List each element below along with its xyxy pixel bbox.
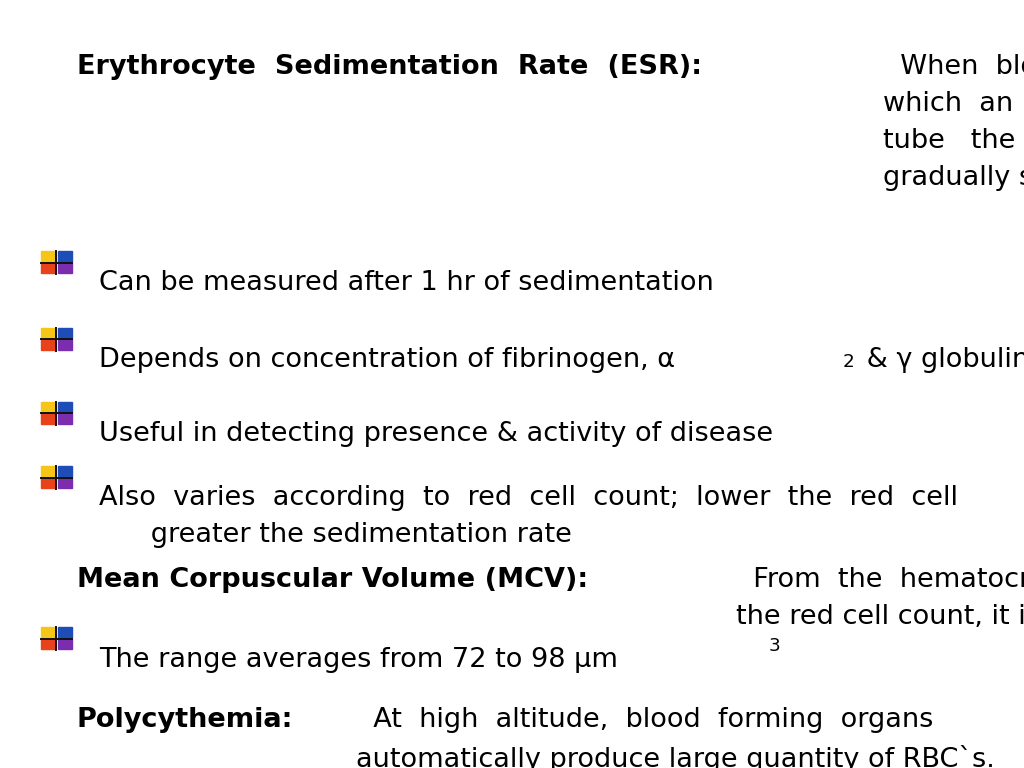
Text: Can be measured after 1 hr of sedimentation: Can be measured after 1 hr of sedimentat… <box>99 270 714 296</box>
Bar <box>41 339 55 350</box>
Text: The range averages from 72 to 98 μm: The range averages from 72 to 98 μm <box>99 647 618 673</box>
Text: Useful in detecting presence & activity of disease: Useful in detecting presence & activity … <box>99 421 773 447</box>
Bar <box>57 627 72 637</box>
Text: 2: 2 <box>843 353 854 371</box>
Bar <box>41 478 55 488</box>
Bar <box>41 251 55 261</box>
Bar <box>41 639 55 649</box>
Bar <box>57 263 72 273</box>
Bar <box>41 627 55 637</box>
Text: 3: 3 <box>769 637 780 654</box>
Bar <box>57 328 72 338</box>
Text: Depends on concentration of fibrinogen, α: Depends on concentration of fibrinogen, … <box>99 347 676 373</box>
Bar <box>41 413 55 424</box>
Bar <box>41 466 55 476</box>
Text: When  blood  to
which  an  anticoagulant  has  been  added  stands  in  a  narro: When blood to which an anticoagulant has… <box>884 54 1024 190</box>
Bar <box>57 251 72 261</box>
Bar <box>57 402 72 412</box>
Text: Erythrocyte  Sedimentation  Rate  (ESR):: Erythrocyte Sedimentation Rate (ESR): <box>77 54 701 80</box>
Text: Mean Corpuscular Volume (MCV):: Mean Corpuscular Volume (MCV): <box>77 567 588 593</box>
Bar <box>57 339 72 350</box>
Text: & γ globulins.: & γ globulins. <box>858 347 1024 373</box>
Bar <box>41 402 55 412</box>
Text: Polycythemia:: Polycythemia: <box>77 707 293 733</box>
Text: Also  varies  according  to  red  cell  count;  lower  the  red  cell
      grea: Also varies according to red cell count;… <box>99 485 958 548</box>
Text: At  high  altitude,  blood  forming  organs
automatically produce large quantity: At high altitude, blood forming organs a… <box>356 707 994 768</box>
Bar <box>41 328 55 338</box>
Bar <box>41 263 55 273</box>
Bar <box>57 466 72 476</box>
Text: From  the  hematocrit  &
the red cell count, it is possible to count the MCV: From the hematocrit & the red cell count… <box>736 567 1024 630</box>
Bar <box>57 413 72 424</box>
Bar <box>57 639 72 649</box>
Bar <box>57 478 72 488</box>
